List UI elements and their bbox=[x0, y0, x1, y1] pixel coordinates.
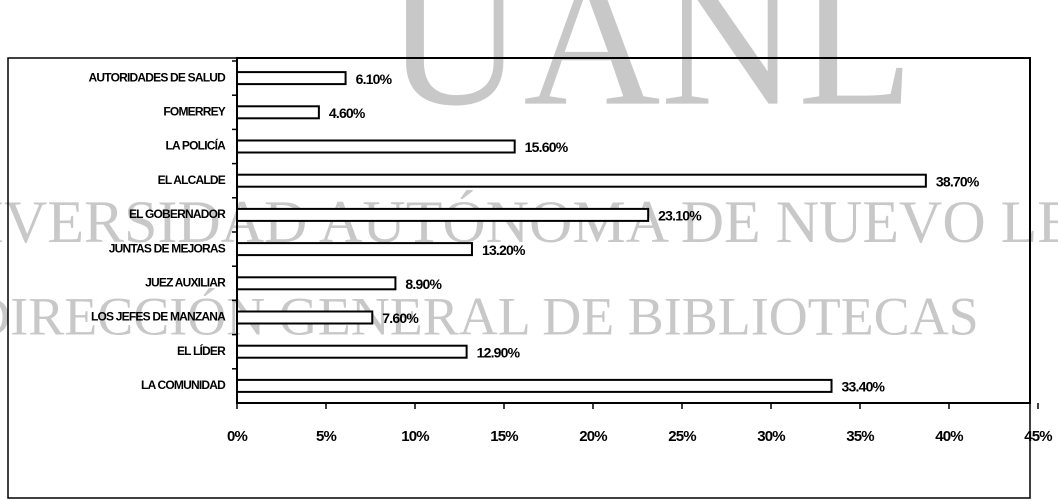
x-tick-label: 10% bbox=[401, 428, 429, 445]
data-label: 6.10% bbox=[356, 71, 393, 87]
x-tick-label: 5% bbox=[316, 428, 337, 445]
data-label: 8.90% bbox=[405, 276, 442, 292]
y-tick-label: AUTORIDADES DE SALUD bbox=[89, 70, 227, 84]
watermark-logo: UANL bbox=[386, 0, 914, 146]
x-tick-label: 25% bbox=[668, 428, 696, 445]
bar bbox=[236, 105, 320, 120]
x-tick-label: 15% bbox=[490, 428, 518, 445]
y-tick-label: JUNTAS DE MEJORAS bbox=[109, 241, 226, 255]
bar bbox=[236, 310, 374, 325]
bar bbox=[236, 344, 468, 359]
bar bbox=[236, 207, 650, 222]
bar bbox=[236, 378, 833, 393]
data-label: 33.40% bbox=[842, 379, 886, 395]
y-tick-label: LOS JEFES DE MANZANA bbox=[91, 310, 226, 324]
bar bbox=[236, 71, 347, 86]
x-tick-label: 35% bbox=[846, 428, 874, 445]
y-tick-label: FOMERREY bbox=[163, 104, 225, 118]
y-tick-label: LA COMUNIDAD bbox=[141, 378, 226, 392]
bar bbox=[236, 139, 516, 154]
data-label: 12.90% bbox=[477, 344, 521, 360]
x-tick-label: 20% bbox=[579, 428, 607, 445]
x-tick-label: 40% bbox=[935, 428, 963, 445]
y-tick-label: EL LÍDER bbox=[177, 343, 226, 358]
y-tick-label: JUEZ AUXILIAR bbox=[145, 275, 226, 289]
watermark-line: DIRECCIÓN GENERAL DE BIBLIOTECAS bbox=[0, 286, 979, 346]
data-label: 23.10% bbox=[658, 208, 702, 224]
y-tick-label: EL GOBERNADOR bbox=[129, 207, 226, 221]
data-label: 13.20% bbox=[482, 242, 526, 258]
bar bbox=[236, 276, 397, 291]
data-label: 4.60% bbox=[329, 105, 366, 121]
x-tick-label: 0% bbox=[227, 428, 248, 445]
x-tick-label: 45% bbox=[1024, 428, 1052, 445]
x-tick-label: 30% bbox=[757, 428, 785, 445]
data-label: 15.60% bbox=[525, 139, 569, 155]
bar bbox=[236, 242, 473, 257]
data-label: 38.70% bbox=[936, 173, 980, 189]
data-label: 7.60% bbox=[382, 310, 419, 326]
bar bbox=[236, 173, 927, 188]
y-tick-label: LA POLICÍA bbox=[165, 138, 226, 153]
y-tick-label: EL ALCALDE bbox=[158, 173, 226, 187]
